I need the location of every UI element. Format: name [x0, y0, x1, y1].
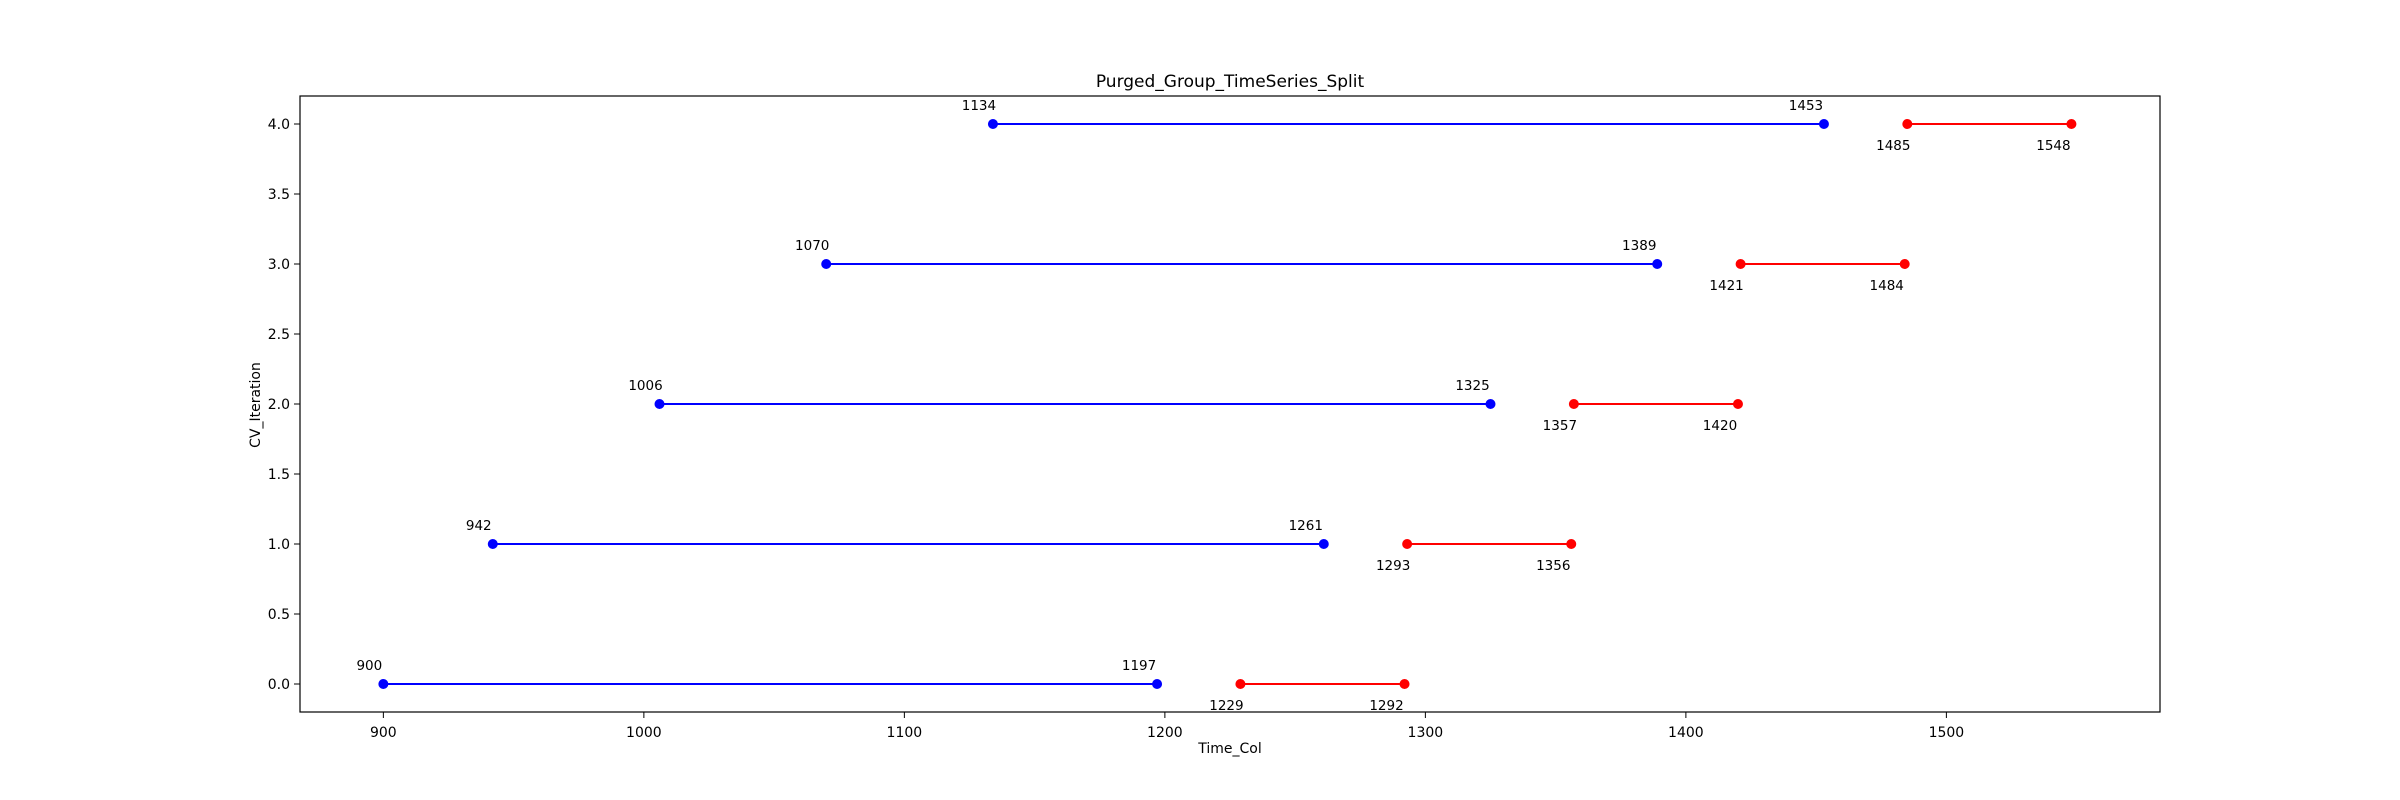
test-start-label: 1485: [1876, 138, 1910, 154]
train-end-label: 1261: [1289, 518, 1323, 534]
test-start-label: 1293: [1376, 558, 1410, 574]
train-end-point: [1652, 259, 1663, 269]
x-tick-label: 1300: [1408, 725, 1444, 741]
train-start-label: 1134: [962, 98, 996, 114]
test-start-point: [1402, 539, 1413, 549]
chart-title: Purged_Group_TimeSeries_Split: [1096, 72, 1365, 92]
test-start-point: [1902, 119, 1913, 129]
plot-area: 900 1000 1100 1200 1300 1400 1500 0.0 0.5 1.0 1.5 2…: [268, 98, 2077, 741]
train-end-label: 1453: [1789, 98, 1823, 114]
plot-frame: [299, 95, 2161, 713]
train-end-label: 1389: [1622, 238, 1656, 254]
train-start-point: [487, 539, 498, 549]
test-start-point: [1735, 259, 1746, 269]
x-tick-label: 1400: [1668, 725, 1704, 741]
train-start-point: [821, 259, 832, 269]
test-start-point: [1568, 399, 1579, 409]
y-tick-label: 2.5: [268, 327, 290, 343]
y-tick-label: 3.0: [268, 257, 290, 273]
train-start-label: 1070: [795, 238, 829, 254]
train-start-point: [654, 399, 665, 409]
test-end-label: 1484: [1870, 278, 1904, 294]
y-axis-label: CV_Iteration: [248, 362, 264, 448]
test-start-label: 1229: [1209, 698, 1243, 714]
train-start-point: [378, 679, 389, 689]
test-end-point: [1399, 679, 1410, 689]
x-tick-label: 1200: [1147, 725, 1183, 741]
train-end-point: [1318, 539, 1329, 549]
train-end-label: 1325: [1455, 378, 1489, 394]
train-end-point: [1818, 119, 1829, 129]
test-end-point: [1566, 539, 1577, 549]
train-end-point: [1152, 679, 1163, 689]
test-end-point: [1899, 259, 1910, 269]
train-end-label: 1197: [1122, 658, 1156, 674]
y-tick-label: 1.5: [268, 467, 290, 483]
train-start-label: 1006: [628, 378, 662, 394]
train-start-label: 900: [356, 658, 382, 674]
x-tick-label: 1500: [1929, 725, 1965, 741]
test-start-point: [1235, 679, 1246, 689]
x-axis-label: Time_Col: [1197, 741, 1262, 757]
y-tick-label: 3.5: [268, 187, 290, 203]
train-start-label: 942: [466, 518, 492, 534]
test-end-point: [1732, 399, 1743, 409]
test-end-point: [2066, 119, 2077, 129]
x-tick-label: 900: [370, 725, 397, 741]
test-end-label: 1420: [1703, 418, 1737, 434]
test-end-label: 1356: [1536, 558, 1570, 574]
x-tick-label: 1100: [887, 725, 923, 741]
test-start-label: 1357: [1543, 418, 1577, 434]
y-tick-label: 0.0: [268, 677, 290, 693]
test-start-label: 1421: [1709, 278, 1743, 294]
y-tick-label: 1.0: [268, 537, 290, 553]
train-end-point: [1485, 399, 1496, 409]
y-tick-label: 2.0: [268, 397, 290, 413]
y-tick-label: 0.5: [268, 607, 290, 623]
y-tick-label: 4.0: [268, 117, 290, 133]
x-tick-label: 1000: [626, 725, 662, 741]
test-end-label: 1548: [2036, 138, 2070, 154]
test-end-label: 1292: [1369, 698, 1403, 714]
train-start-point: [987, 119, 998, 129]
